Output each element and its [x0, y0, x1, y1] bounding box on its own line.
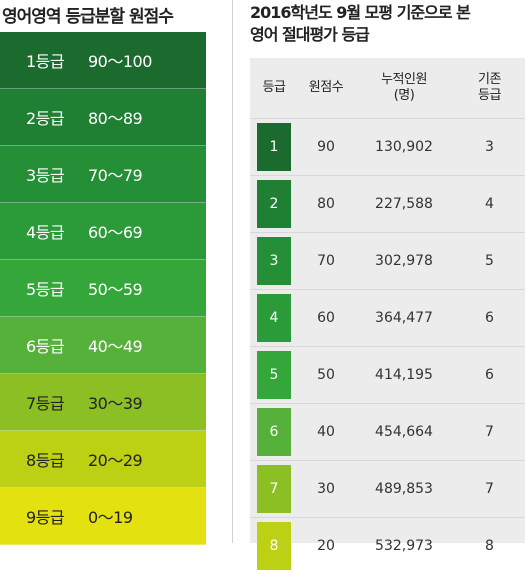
grade-band-label: 7등급 — [26, 394, 65, 413]
cumulative-count-cell: 532,973 — [375, 538, 433, 554]
table-row: 4 60 364,477 6 — [250, 289, 525, 346]
grade-band: 5등급 50～59 — [0, 260, 206, 317]
table-row: 2 80 227,588 4 — [250, 175, 525, 232]
panel-divider — [232, 0, 233, 543]
header-raw-score: 원점수 — [308, 80, 344, 95]
previous-grade-cell: 7 — [485, 424, 494, 440]
previous-grade-cell: 4 — [485, 196, 494, 212]
raw-score-cell: 80 — [317, 196, 335, 212]
grade-band-label: 9등급 — [26, 508, 65, 527]
right-title-line2: 영어 절대평가 등급 — [250, 25, 370, 44]
grade-badge: 8 — [257, 522, 291, 570]
grade-band: 1등급 90～100 — [0, 32, 206, 89]
grade-band-list: 1등급 90～100 2등급 80～89 3등급 70～79 4등급 60～69 5등급 50～5… — [0, 32, 206, 545]
header-previous-grade: 기존 등급 — [478, 72, 501, 103]
table-row: 6 40 454,664 7 — [250, 403, 525, 460]
previous-grade-cell: 6 — [485, 310, 494, 326]
previous-grade-cell: 7 — [485, 481, 494, 497]
table-row: 8 20 532,973 8 — [250, 517, 525, 574]
grade-band-range: 80～89 — [88, 109, 143, 128]
grade-band-range: 30～39 — [88, 394, 143, 413]
grade-band-label: 5등급 — [26, 280, 65, 299]
grade-badge: 7 — [257, 465, 291, 513]
raw-score-cell: 90 — [317, 139, 335, 155]
cumulative-count-cell: 454,664 — [375, 424, 433, 440]
table-header: 등급 원점수 누적인원 (명) 기존 등급 — [250, 58, 525, 118]
grade-band-label: 6등급 — [26, 337, 65, 356]
grade-cell: 3 — [250, 237, 298, 285]
header-grade: 등급 — [262, 80, 286, 95]
cumulative-count-cell: 414,195 — [375, 367, 433, 383]
grade-band-label: 1등급 — [26, 52, 65, 71]
left-title: 영어영역 등급분할 원점수 — [2, 7, 174, 27]
grade-band: 2등급 80～89 — [0, 89, 206, 146]
absolute-grade-panel: 2016학년도 9월 모평 기준으로 본 영어 절대평가 등급 등급 원점수 누… — [248, 0, 525, 570]
table-row: 3 70 302,978 5 — [250, 232, 525, 289]
right-title: 2016학년도 9월 모평 기준으로 본 영어 절대평가 등급 — [250, 2, 471, 46]
grade-band-label: 2등급 — [26, 109, 65, 128]
grade-cell: 1 — [250, 123, 298, 171]
table-body: 1 90 130,902 3 2 80 227,588 4 3 70 302,978 5 4 60 364,… — [250, 118, 525, 574]
cumulative-count-cell: 302,978 — [375, 253, 433, 269]
grade-band-range: 60～69 — [88, 223, 143, 242]
previous-grade-cell: 5 — [485, 253, 494, 269]
cumulative-count-cell: 130,902 — [375, 139, 433, 155]
raw-score-cell: 50 — [317, 367, 335, 383]
grade-badge: 3 — [257, 237, 291, 285]
table-row: 7 30 489,853 7 — [250, 460, 525, 517]
grade-band-range: 20～29 — [88, 451, 143, 470]
header-cumulative: 누적인원 (명) — [381, 72, 427, 103]
grade-band: 8등급 20～29 — [0, 431, 206, 488]
grade-band-label: 4등급 — [26, 223, 65, 242]
raw-score-cell: 60 — [317, 310, 335, 326]
table-row: 5 50 414,195 6 — [250, 346, 525, 403]
grade-table: 등급 원점수 누적인원 (명) 기존 등급 1 90 130,902 3 2 80 227,… — [250, 58, 525, 570]
grade-badge: 1 — [257, 123, 291, 171]
grade-badge: 4 — [257, 294, 291, 342]
table-row: 1 90 130,902 3 — [250, 118, 525, 175]
raw-score-cell: 30 — [317, 481, 335, 497]
grade-score-panel: 영어영역 등급분할 원점수 1등급 90～100 2등급 80～89 3등급 70～79 4… — [0, 0, 206, 545]
grade-band: 9등급 0～19 — [0, 488, 206, 545]
raw-score-cell: 20 — [317, 538, 335, 554]
grade-band-range: 0～19 — [88, 508, 133, 527]
grade-cell: 7 — [250, 465, 298, 513]
raw-score-cell: 70 — [317, 253, 335, 269]
right-title-line1: 2016학년도 9월 모평 기준으로 본 — [250, 3, 471, 22]
grade-band-range: 70～79 — [88, 166, 143, 185]
grade-badge: 6 — [257, 408, 291, 456]
grade-band: 3등급 70～79 — [0, 146, 206, 203]
grade-band: 7등급 30～39 — [0, 374, 206, 431]
grade-badge: 2 — [257, 180, 291, 228]
cumulative-count-cell: 364,477 — [375, 310, 433, 326]
grade-cell: 5 — [250, 351, 298, 399]
previous-grade-cell: 6 — [485, 367, 494, 383]
grade-cell: 4 — [250, 294, 298, 342]
grade-band-range: 90～100 — [88, 52, 152, 71]
grade-cell: 2 — [250, 180, 298, 228]
raw-score-cell: 40 — [317, 424, 335, 440]
grade-band-range: 40～49 — [88, 337, 143, 356]
grade-band-label: 8등급 — [26, 451, 65, 470]
grade-cell: 6 — [250, 408, 298, 456]
grade-band: 4등급 60～69 — [0, 203, 206, 260]
grade-badge: 5 — [257, 351, 291, 399]
grade-cell: 8 — [250, 522, 298, 570]
grade-band: 6등급 40～49 — [0, 317, 206, 374]
cumulative-count-cell: 227,588 — [375, 196, 433, 212]
cumulative-count-cell: 489,853 — [375, 481, 433, 497]
previous-grade-cell: 8 — [485, 538, 494, 554]
grade-band-range: 50～59 — [88, 280, 143, 299]
grade-band-label: 3등급 — [26, 166, 65, 185]
previous-grade-cell: 3 — [485, 139, 494, 155]
